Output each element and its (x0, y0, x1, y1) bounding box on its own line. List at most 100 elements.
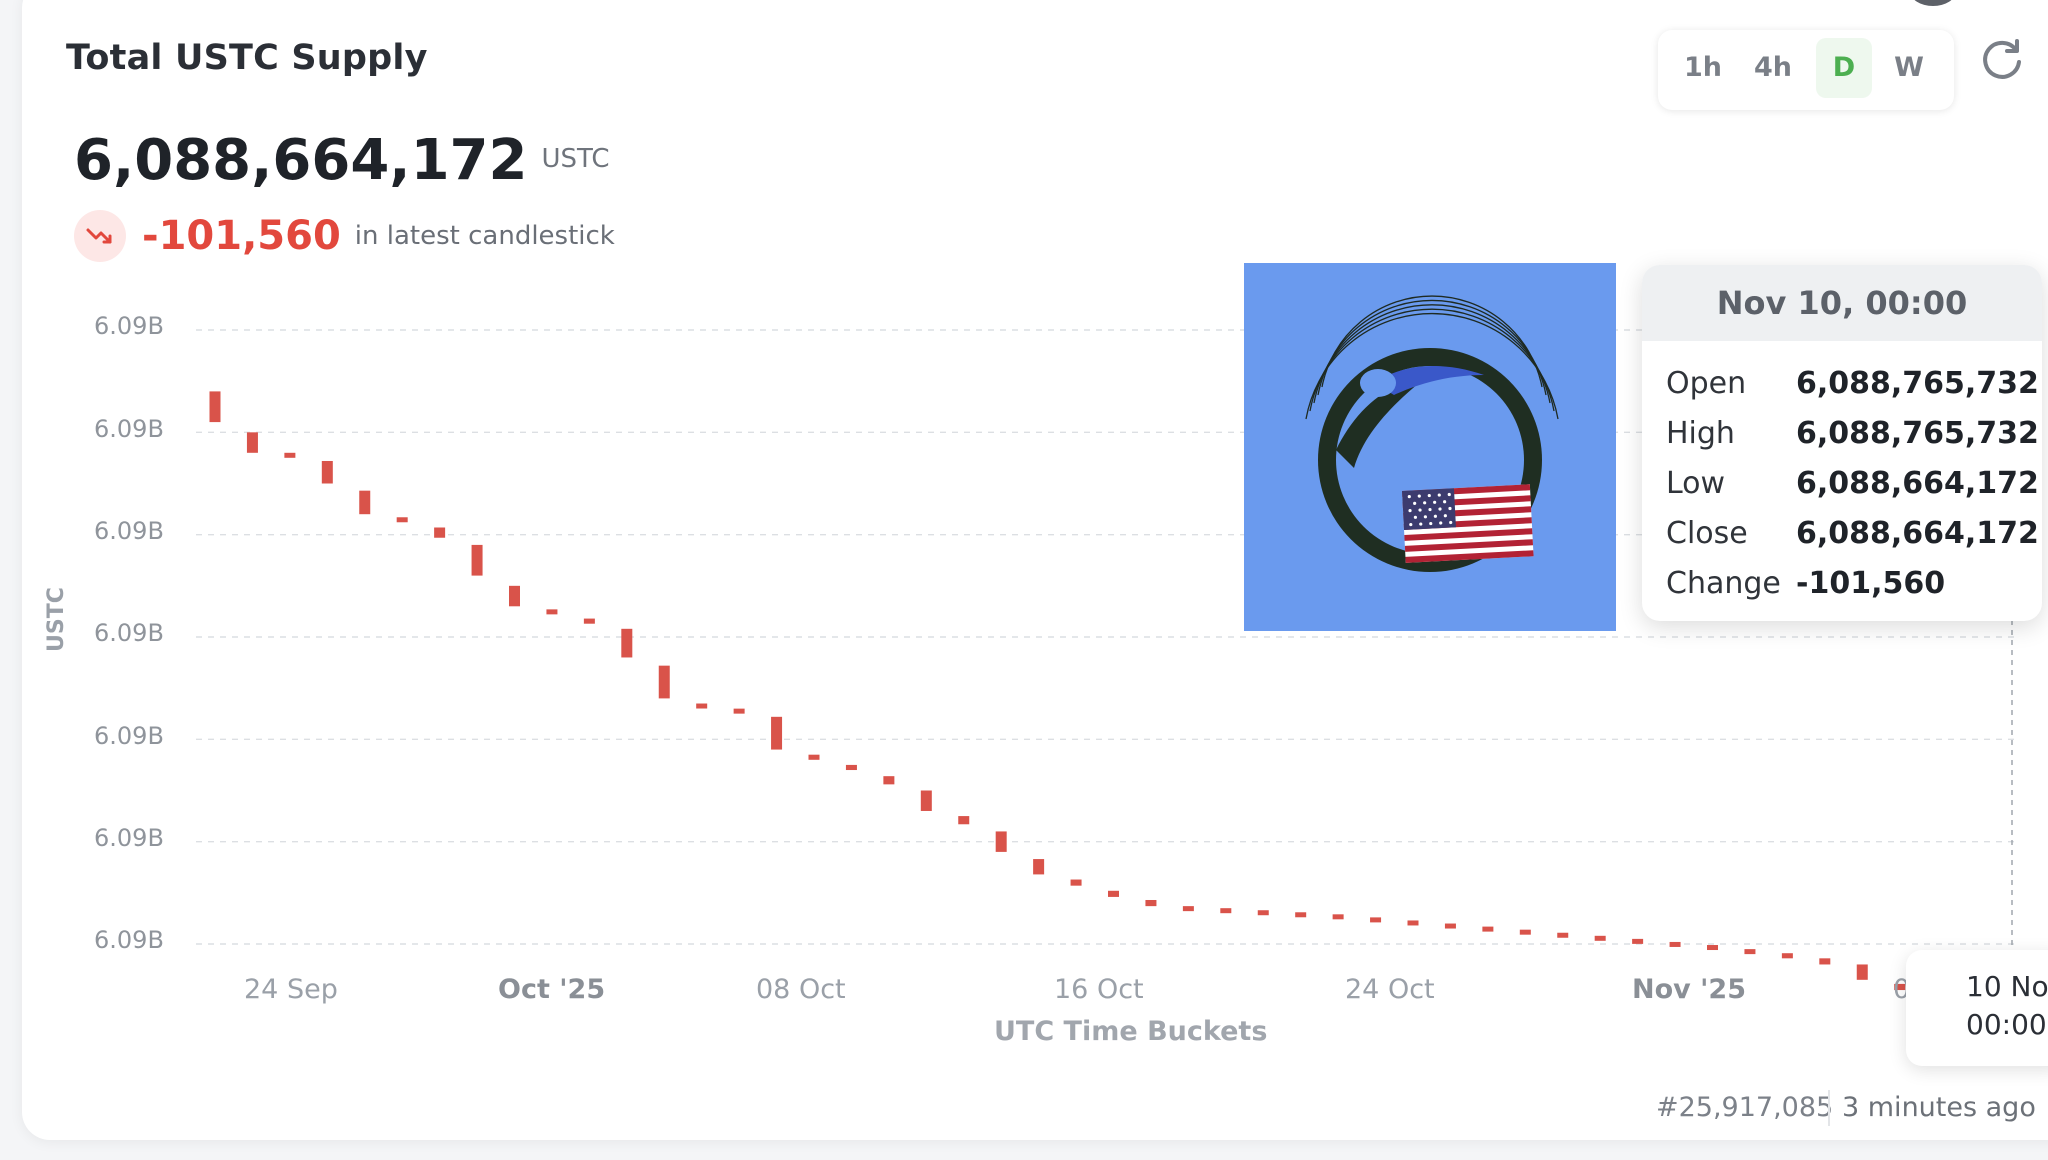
tooltip-title: Nov 10, 00:00 (1642, 265, 2042, 341)
tooltip-value: -101,560 (1796, 566, 1946, 601)
tooltip-label: Change (1666, 566, 1781, 601)
crosshair-time: 00:00 (1966, 1008, 2047, 1041)
x-tick-label: Nov '25 (1632, 974, 1746, 1005)
candle[interactable] (1070, 879, 1082, 886)
x-tick-label: Oct '25 (498, 974, 606, 1005)
supply-summary: 6,088,664,172 USTC (74, 128, 610, 193)
candle[interactable] (1819, 958, 1831, 965)
updated-ago: 3 minutes ago (1842, 1092, 2036, 1123)
timeframe-1h-button[interactable]: 1h (1683, 52, 1722, 83)
candle[interactable] (1781, 953, 1793, 959)
candle[interactable] (845, 764, 857, 771)
candle[interactable] (808, 754, 820, 760)
candle[interactable] (209, 391, 221, 423)
footer-divider (1828, 1090, 1830, 1126)
tooltip-value: 6,088,765,732 (1796, 366, 2039, 401)
candle[interactable] (621, 628, 633, 658)
timeframe-selector: 1h 4h D W (1658, 30, 1954, 110)
candle[interactable] (1632, 938, 1644, 944)
change-value: -101,560 (142, 213, 341, 259)
tooltip-label: Low (1666, 466, 1726, 501)
candle[interactable] (359, 490, 371, 515)
candle[interactable] (1444, 923, 1456, 929)
block-number: #25,917,085 (1656, 1092, 1834, 1123)
crosshair-x-label: 10 Nov 00:00 (1906, 950, 2048, 1066)
candle[interactable] (1182, 906, 1194, 912)
y-tick-label: 6.09B (94, 722, 164, 750)
candle[interactable] (696, 703, 708, 709)
tooltip-row-change: Change -101,560 (1666, 559, 1945, 609)
x-tick-label: 24 Oct (1345, 974, 1435, 1005)
candle[interactable] (1669, 941, 1681, 947)
y-tick-label: 6.09B (94, 312, 164, 340)
candle[interactable] (321, 460, 333, 484)
tooltip-row-low: Low 6,088,664,172 (1666, 459, 2039, 509)
candle[interactable] (1407, 920, 1419, 926)
candle-tooltip: Nov 10, 00:00 Open 6,088,765,732 High 6,08… (1642, 265, 2042, 621)
supply-value: 6,088,664,172 (74, 128, 528, 193)
candle[interactable] (284, 452, 296, 458)
candle[interactable] (1220, 908, 1232, 914)
candle[interactable] (471, 544, 483, 576)
candle[interactable] (1332, 914, 1344, 920)
tooltip-label: Open (1666, 366, 1747, 401)
timeframe-d-button[interactable]: D (1816, 38, 1872, 98)
candle[interactable] (509, 585, 520, 607)
ustc-logo-image (1244, 263, 1616, 631)
x-axis-title: UTC Time Buckets (994, 1016, 1268, 1047)
candle[interactable] (1856, 964, 1868, 980)
crosshair-date: 10 Nov (1966, 970, 2048, 1003)
candle[interactable] (1295, 912, 1307, 918)
candle[interactable] (1145, 899, 1157, 907)
tooltip-label: High (1666, 416, 1735, 451)
tooltip-value: 6,088,664,172 (1796, 516, 2039, 551)
candle[interactable] (1557, 932, 1569, 938)
tooltip-label: Close (1666, 516, 1748, 551)
candle[interactable] (396, 517, 408, 523)
y-tick-label: 6.09B (94, 926, 164, 954)
y-tick-label: 6.09B (94, 619, 164, 647)
y-tick-label: 6.09B (94, 824, 164, 852)
supply-unit: USTC (541, 144, 610, 174)
avatar[interactable] (1910, 0, 1956, 6)
timeframe-w-button[interactable]: W (1894, 52, 1924, 83)
candle[interactable] (1594, 935, 1606, 941)
x-tick-label: 16 Oct (1054, 974, 1144, 1005)
candle[interactable] (246, 432, 258, 453)
x-tick-label-partial: 0 (1893, 974, 1911, 1005)
candle[interactable] (434, 527, 446, 538)
y-tick-label: 6.09B (94, 517, 164, 545)
candle[interactable] (733, 708, 745, 714)
change-summary: -101,560 in latest candlestick (74, 210, 615, 262)
page-title: Total USTC Supply (66, 38, 428, 78)
refresh-icon[interactable] (1978, 36, 2026, 84)
candle[interactable] (1519, 929, 1531, 935)
candle[interactable] (1033, 859, 1045, 875)
candle[interactable] (883, 776, 895, 785)
tooltip-row-open: Open 6,088,765,732 (1666, 359, 2039, 409)
tooltip-value: 6,088,765,732 (1796, 416, 2039, 451)
candle[interactable] (920, 790, 932, 811)
candle[interactable] (1707, 945, 1718, 951)
timeframe-4h-button[interactable]: 4h (1753, 52, 1792, 83)
trend-down-icon (74, 210, 126, 262)
candle[interactable] (1108, 890, 1119, 897)
x-tick-label: 24 Sep (244, 974, 338, 1005)
candle[interactable] (1257, 910, 1269, 916)
candle[interactable] (1370, 917, 1382, 923)
candle[interactable] (771, 716, 783, 750)
candle[interactable] (1744, 949, 1756, 955)
tooltip-value: 6,088,664,172 (1796, 466, 2039, 501)
tooltip-row-high: High 6,088,765,732 (1666, 409, 2039, 459)
candle[interactable] (546, 609, 558, 615)
candle[interactable] (1894, 983, 1906, 991)
change-note: in latest candlestick (354, 221, 615, 251)
candle[interactable] (583, 618, 595, 624)
candle[interactable] (1482, 926, 1494, 932)
x-tick-label: 08 Oct (756, 974, 846, 1005)
candle[interactable] (658, 665, 670, 699)
tooltip-row-close: Close 6,088,664,172 (1666, 509, 2039, 559)
y-tick-label: 6.09B (94, 415, 164, 443)
candle[interactable] (958, 816, 970, 825)
candle[interactable] (995, 831, 1007, 852)
